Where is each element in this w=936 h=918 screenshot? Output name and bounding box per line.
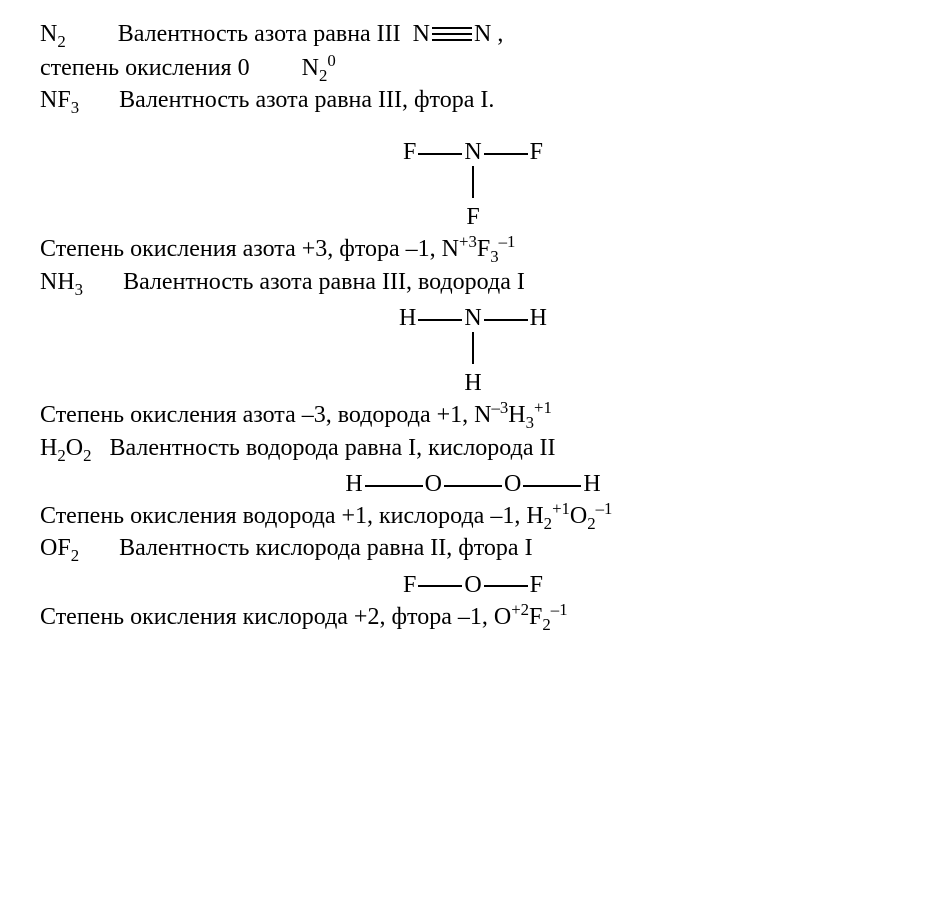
nh3-oxid-line: Степень окисления азота –3, водорода +1,… — [40, 399, 906, 431]
nh3-formula: NH3 — [40, 269, 89, 295]
nf3-structure: F N F F — [40, 140, 906, 229]
nf3-F2: F — [530, 139, 543, 165]
single-bond-icon — [484, 153, 528, 155]
single-bond-icon — [523, 485, 581, 487]
n2-oxid-text: степень окисления 0 — [40, 55, 250, 81]
nh3-oxid-formula: N–3H3+1 — [474, 402, 552, 428]
of2-formula: OF2 — [40, 535, 85, 561]
of2-oxid-formula: O+2F2–1 — [494, 604, 568, 630]
h2o2-O1: O — [425, 471, 442, 497]
nh3-oxid-H-sub: 3 — [526, 413, 534, 432]
nh3-elem: NH — [40, 269, 75, 295]
h2o2-H: H — [40, 435, 57, 461]
nf3-F1: F — [403, 139, 416, 165]
vertical-bond-icon — [472, 332, 474, 364]
nh3-oxid-N: N — [474, 402, 491, 428]
nh3-H2: H — [530, 305, 547, 331]
nf3-oxid-N: N — [442, 236, 459, 262]
n2-sub: 2 — [57, 32, 65, 51]
single-bond-icon — [484, 319, 528, 321]
nf3-oxid-text: Степень окисления азота +3, фтора –1, — [40, 236, 442, 262]
nf3-N: N — [464, 139, 481, 165]
h2o2-oxid-Osub: 2 — [587, 514, 595, 533]
of2-oxid-F-sup: –1 — [551, 600, 568, 619]
of2-O: O — [464, 572, 481, 598]
of2-oxid-text: Степень окисления кислорода +2, фтора –1… — [40, 604, 494, 630]
h2o2-oxid-H: H — [526, 503, 543, 529]
vertical-bond-icon — [472, 166, 474, 198]
h2o2-O2: O — [504, 471, 521, 497]
of2-elem: OF — [40, 535, 71, 561]
n2-bond-left: N — [413, 21, 430, 47]
nf3-valency-text: Валентность азота равна III, фтора I. — [119, 87, 494, 113]
h2o2-line: H2O2 Валентность водорода равна I, кисло… — [40, 432, 906, 464]
h2o2-Osub: 2 — [83, 445, 91, 464]
h2o2-H2: H — [583, 471, 600, 497]
nh3-line: NH3 Валентность азота равна III, водород… — [40, 266, 906, 298]
h2o2-O: O — [66, 435, 83, 461]
nf3-oxid-F-sub: 3 — [490, 247, 498, 266]
nf3-oxid-line: Степень окисления азота +3, фтора –1, N+… — [40, 233, 906, 265]
of2-F1: F — [403, 572, 416, 598]
n2-elem: N — [40, 21, 57, 47]
nf3-F3: F — [466, 204, 479, 230]
n2-bond-right: N — [474, 21, 491, 47]
of2-F2: F — [530, 572, 543, 598]
nf3-oxid-F: F — [477, 236, 490, 262]
of2-oxid-O-sup: +2 — [511, 600, 529, 619]
h2o2-Hsub: 2 — [57, 445, 65, 464]
single-bond-icon — [444, 485, 502, 487]
n2-annot-sup: 0 — [327, 51, 335, 70]
h2o2-H1: H — [345, 471, 362, 497]
of2-oxid-F-sub: 2 — [542, 615, 550, 634]
of2-oxid-F: F — [529, 604, 542, 630]
nh3-oxid-H-sup: +1 — [534, 398, 552, 417]
h2o2-oxid-Hsub: 2 — [544, 514, 552, 533]
n2-annot: N20 — [302, 55, 336, 81]
nh3-structure: H N H H — [40, 306, 906, 395]
single-bond-icon — [418, 319, 462, 321]
nh3-sub: 3 — [75, 280, 83, 299]
of2-line: OF2 Валентность кислорода равна II, фтор… — [40, 532, 906, 564]
h2o2-formula: H2O2 — [40, 435, 97, 461]
of2-sub: 2 — [71, 546, 79, 565]
h2o2-oxid-O: O — [570, 503, 587, 529]
nf3-oxid-formula: N+3F3–1 — [442, 236, 516, 262]
triple-bond-icon — [432, 19, 472, 51]
nh3-oxid-N-sup: –3 — [491, 398, 508, 417]
h2o2-oxid-text: Степень окисления водорода +1, кислорода… — [40, 503, 526, 529]
h2o2-structure: HOOH — [40, 472, 906, 496]
single-bond-icon — [365, 485, 423, 487]
n2-comma: , — [497, 21, 503, 47]
h2o2-oxid-Hsup: +1 — [552, 499, 570, 518]
nh3-N: N — [464, 305, 481, 331]
n2-line1: N2 Валентность азота равна III N N , — [40, 18, 906, 52]
nf3-oxid-N-sup: +3 — [459, 232, 477, 251]
single-bond-icon — [418, 585, 462, 587]
h2o2-valency-text: Валентность водорода равна I, кислорода … — [109, 435, 555, 461]
n2-annot-N: N — [302, 55, 319, 81]
nf3-sub: 3 — [71, 98, 79, 117]
nh3-H1: H — [399, 305, 416, 331]
single-bond-icon — [418, 153, 462, 155]
h2o2-oxid-formula: H2+1O2–1 — [526, 503, 612, 529]
nh3-H3: H — [464, 370, 481, 396]
of2-valency-text: Валентность кислорода равна II, фтора I — [119, 535, 533, 561]
n2-line2: степень окисления 0 N20 — [40, 52, 906, 84]
n2-formula: N2 — [40, 21, 72, 47]
nf3-formula: NF3 — [40, 87, 85, 113]
of2-oxid-line: Степень окисления кислорода +2, фтора –1… — [40, 601, 906, 633]
n2-valency-text: Валентность азота равна III — [118, 21, 401, 47]
nf3-line: NF3 Валентность азота равна III, фтора I… — [40, 84, 906, 116]
nh3-valency-text: Валентность азота равна III, водорода I — [123, 269, 525, 295]
nf3-elem: NF — [40, 87, 71, 113]
of2-oxid-O: O — [494, 604, 511, 630]
nh3-oxid-H: H — [508, 402, 525, 428]
nh3-oxid-text: Степень окисления азота –3, водорода +1, — [40, 402, 474, 428]
nf3-oxid-F-sup: –1 — [499, 232, 516, 251]
h2o2-oxid-line: Степень окисления водорода +1, кислорода… — [40, 500, 906, 532]
single-bond-icon — [484, 585, 528, 587]
of2-structure: FOF — [40, 573, 906, 597]
h2o2-oxid-Osup: –1 — [596, 499, 613, 518]
